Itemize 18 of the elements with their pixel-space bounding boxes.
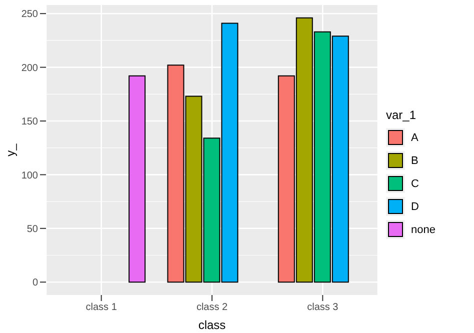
x-axis-title: class (198, 318, 226, 332)
legend-title: var_1 (386, 108, 418, 122)
x-tick-label: class 1 (86, 302, 118, 314)
y-axis-title: y_ (3, 143, 18, 156)
y-tick-label: 50 (26, 224, 38, 235)
legend-label: none (411, 224, 436, 236)
x-tick-label: class 2 (196, 302, 228, 314)
y-tick-label: 250 (21, 9, 38, 20)
legend-label: A (411, 132, 418, 144)
y-tick-label: 0 (32, 278, 38, 289)
legend-label: D (411, 200, 419, 212)
legend-label: B (411, 154, 418, 166)
bar (128, 75, 146, 283)
y-tick-label: 150 (21, 116, 38, 128)
legend-label: C (411, 178, 419, 190)
y-tick-label: 100 (21, 170, 38, 182)
x-tick-label: class 3 (307, 302, 339, 314)
y-tick-label: 200 (21, 62, 38, 74)
